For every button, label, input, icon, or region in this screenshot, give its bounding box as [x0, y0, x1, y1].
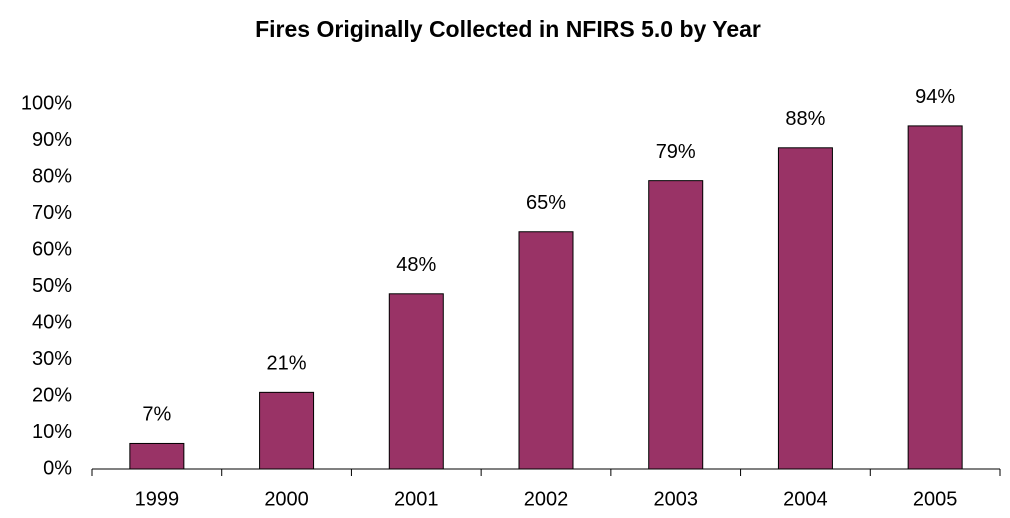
y-tick-label: 50%: [32, 275, 72, 297]
y-tick-label: 90%: [32, 129, 72, 151]
y-tick-label: 70%: [32, 202, 72, 224]
x-tick-label: 2001: [394, 488, 439, 510]
data-label: 7%: [142, 404, 171, 426]
y-tick-label: 100%: [21, 92, 72, 114]
bar: [648, 180, 704, 470]
y-tick-label: 10%: [32, 421, 72, 443]
data-label: 79%: [656, 141, 696, 163]
bar: [518, 231, 574, 470]
x-tick-label: 2004: [783, 488, 828, 510]
x-tick-label: 2005: [913, 488, 958, 510]
x-tick-label: 1999: [135, 488, 180, 510]
bar: [388, 293, 444, 470]
bar: [259, 391, 315, 470]
y-tick-label: 30%: [32, 348, 72, 370]
y-tick-label: 20%: [32, 384, 72, 406]
chart-title: Fires Originally Collected in NFIRS 5.0 …: [255, 16, 761, 42]
y-tick-label: 60%: [32, 238, 72, 260]
data-label: 65%: [526, 192, 566, 214]
data-label: 21%: [267, 353, 307, 375]
data-label: 88%: [785, 108, 825, 130]
data-label: 94%: [915, 86, 955, 108]
y-tick-label: 0%: [43, 457, 72, 479]
bar: [907, 125, 963, 470]
y-tick-label: 40%: [32, 311, 72, 333]
data-label: 48%: [396, 254, 436, 276]
bar: [129, 442, 185, 470]
bar: [777, 147, 833, 470]
x-tick-label: 2002: [524, 488, 569, 510]
x-tick-label: 2000: [264, 488, 309, 510]
x-tick-label: 2003: [653, 488, 698, 510]
y-tick-label: 80%: [32, 165, 72, 187]
